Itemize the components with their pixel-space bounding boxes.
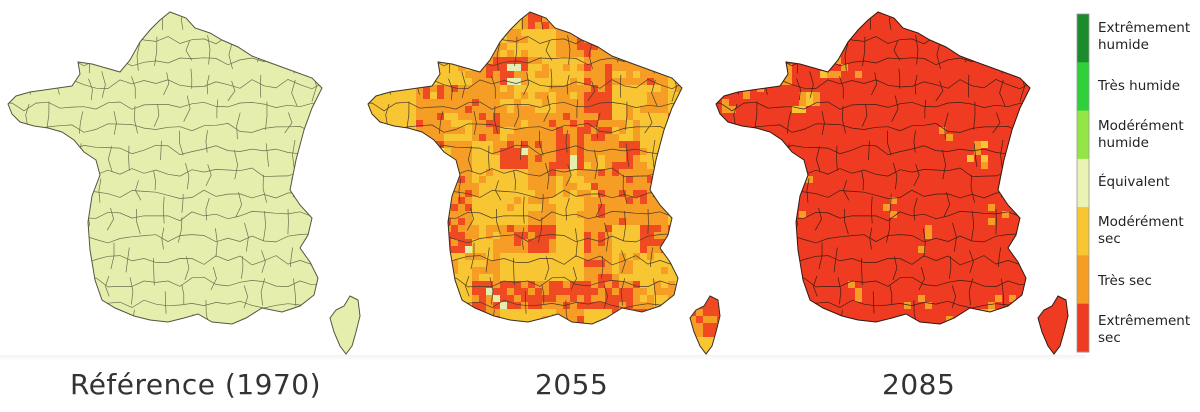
- caption-2085: 2085: [882, 368, 956, 401]
- legend-swatch: [1077, 110, 1089, 160]
- legend-swatch: [1077, 62, 1089, 112]
- legend-label-extremely-wet: Extrêmement humide: [1098, 20, 1191, 53]
- legend-swatch: [1077, 255, 1089, 305]
- legend-label-very-dry: Très sec: [1098, 273, 1152, 289]
- legend-colorbar: [1076, 13, 1090, 353]
- map-2085: [715, 11, 1069, 355]
- legend-label-equivalent: Équivalent: [1098, 174, 1170, 190]
- legend-swatch: [1077, 303, 1089, 353]
- caption-reference: Référence (1970): [70, 368, 322, 401]
- caption-divider: [0, 355, 1085, 360]
- legend-label-moderately-wet: Modérément humide: [1098, 118, 1184, 151]
- legend-swatch: [1077, 207, 1089, 256]
- legend-label-very-wet: Très humide: [1098, 78, 1181, 94]
- legend-label-extremely-dry: Extrêmement sec: [1098, 313, 1191, 346]
- map-reference: [7, 11, 361, 355]
- map-2055: [367, 11, 721, 355]
- caption-2055: 2055: [535, 368, 609, 401]
- legend-swatch: [1077, 14, 1089, 63]
- legend-label-moderately-dry: Modérément sec: [1098, 214, 1184, 247]
- legend-swatch: [1077, 158, 1089, 208]
